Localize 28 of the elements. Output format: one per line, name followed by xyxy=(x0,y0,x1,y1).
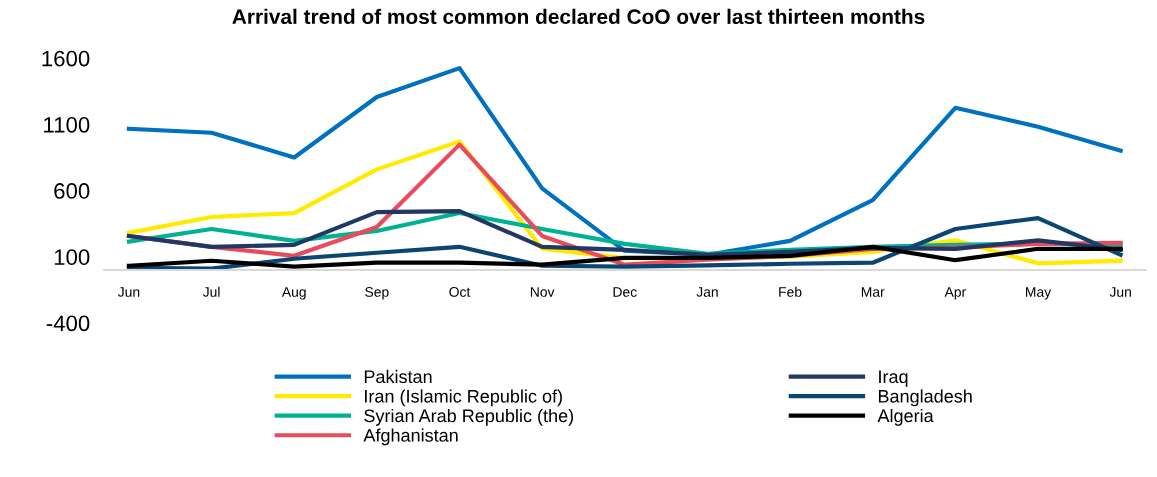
x-tick-label: Jul xyxy=(202,286,220,297)
x-tick-label: May xyxy=(1026,287,1052,300)
x-tick-label: Oct xyxy=(449,287,471,297)
x-tick-label: Nov xyxy=(530,287,555,297)
x-tick-label: Jun xyxy=(117,287,140,297)
legend-label: Afghanistan xyxy=(363,428,458,446)
x-tick-label: Mar xyxy=(861,287,885,297)
legend-label: Bangladesh xyxy=(878,389,972,407)
legend-label: Iran (Islamic Republic of) xyxy=(365,389,562,407)
x-tick-label: Apr xyxy=(944,287,966,300)
chart-title: Arrival trend of most common declared CoO over last thirteen months xyxy=(232,8,925,25)
x-tick-label: Jan xyxy=(696,287,718,297)
x-tick-label: Feb xyxy=(779,286,802,297)
y-tick-label: 100 xyxy=(54,249,90,266)
x-tick-label: Jun xyxy=(1109,287,1131,297)
legend-label: Iraq xyxy=(879,370,908,387)
y-tick-label: 1600 xyxy=(42,50,90,67)
x-tick-label: Aug xyxy=(281,287,306,300)
legend-label: Algeria xyxy=(877,408,934,426)
x-tick-label: Sep xyxy=(365,287,389,300)
x-tick-label: Dec xyxy=(613,287,637,297)
y-tick-label: 600 xyxy=(54,183,90,199)
y-tick-label: 1100 xyxy=(44,116,90,133)
legend-label: Pakistan xyxy=(364,369,432,384)
line-series xyxy=(126,244,1123,269)
line-series xyxy=(126,216,1123,271)
y-tick-label: -400 xyxy=(46,315,90,332)
legend-label: Syrian Arab Republic (the) xyxy=(364,408,574,426)
